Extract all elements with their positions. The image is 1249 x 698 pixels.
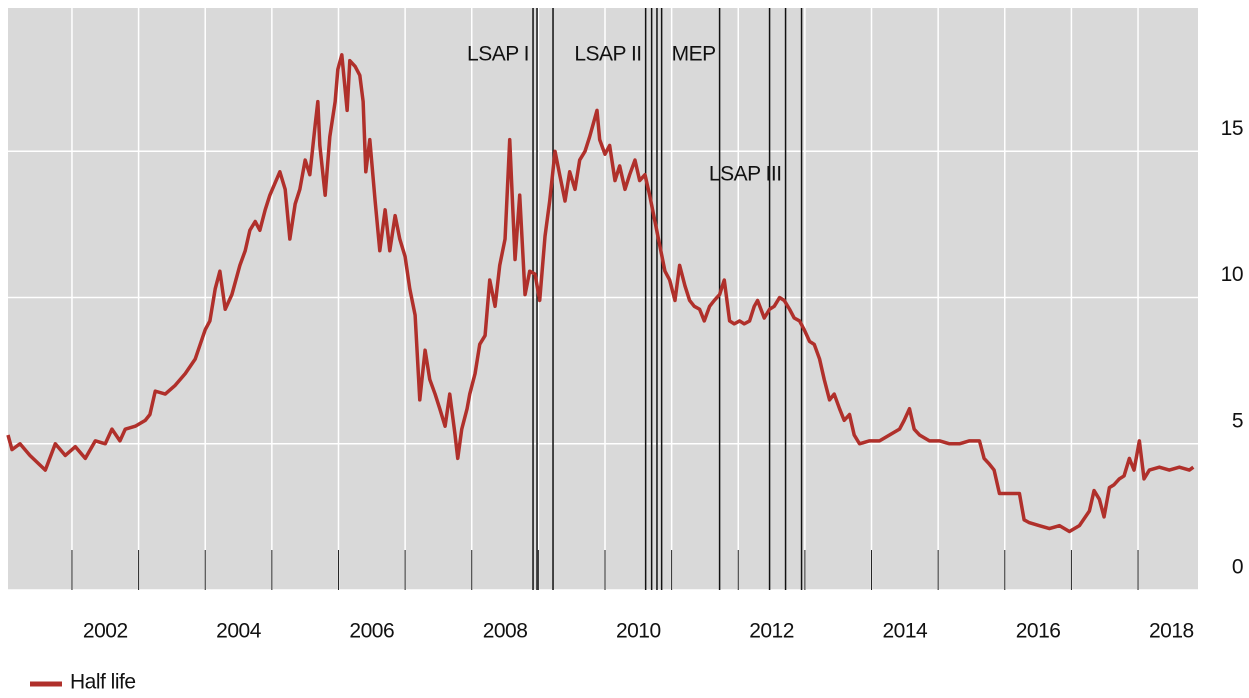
x-tick-label: 2014 (882, 620, 928, 643)
annotation: LSAP III (709, 163, 782, 186)
x-tick-label: 2016 (1016, 620, 1061, 643)
x-tick-label: 2006 (349, 620, 394, 643)
annotation: LSAP II (574, 43, 641, 66)
x-tick-label: 2012 (749, 620, 794, 643)
x-tick-label: 2004 (216, 620, 262, 643)
y-tick-label: 10 (1221, 263, 1243, 286)
x-tick-label: 2010 (616, 620, 661, 643)
annotation: LSAP I (467, 43, 529, 66)
annotation: MEP (672, 43, 716, 66)
legend-label: Half life (70, 671, 136, 694)
line-series (6, 53, 1195, 534)
y-tick-label: 5 (1232, 409, 1243, 432)
x-tick-label: 2018 (1149, 620, 1194, 643)
x-tick-label: 2008 (483, 620, 528, 643)
x-tick-label: 2002 (83, 620, 128, 643)
y-tick-label: 15 (1221, 117, 1243, 140)
y-tick-label: 0 (1232, 556, 1243, 579)
